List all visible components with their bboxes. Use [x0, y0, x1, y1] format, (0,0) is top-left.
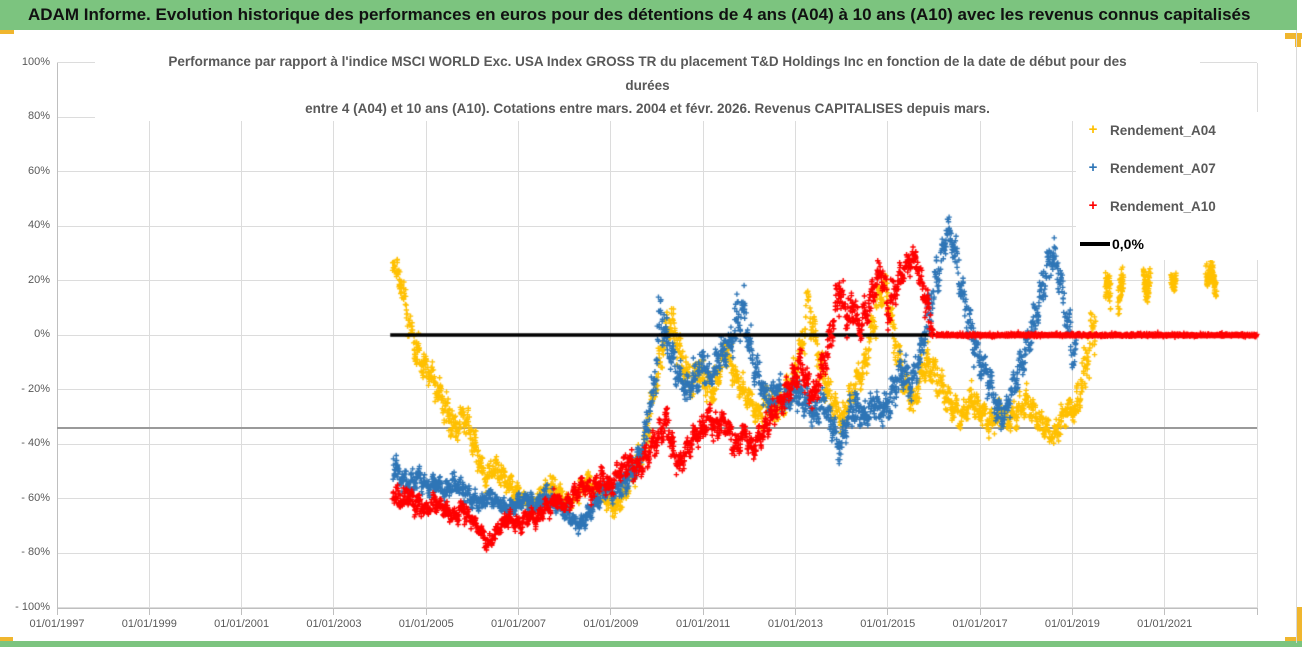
- chart-title-line1: Performance par rapport à l'indice MSCI …: [168, 54, 1127, 69]
- legend-entry-a10: + Rendement_A10: [1076, 196, 1264, 216]
- chart-title: Performance par rapport à l'indice MSCI …: [95, 50, 1200, 121]
- legend-entry-zero-line: 0,0%: [1076, 234, 1264, 254]
- zero-line-swatch: [1080, 242, 1110, 246]
- plus-marker-icon: +: [1088, 197, 1098, 214]
- legend[interactable]: + Rendement_A04 + Rendement_A07 + Rendem…: [1076, 112, 1264, 260]
- legend-label: Rendement_A10: [1110, 198, 1216, 214]
- legend-entry-a07: + Rendement_A07: [1076, 158, 1264, 178]
- legend-label: Rendement_A07: [1110, 160, 1216, 176]
- legend-label: Rendement_A04: [1110, 122, 1216, 138]
- chart-title-line2: durées: [625, 77, 670, 93]
- chart-title-line3: entre 4 (A04) et 10 ans (A10). Cotations…: [305, 101, 990, 116]
- plus-marker-icon: +: [1088, 121, 1098, 138]
- legend-entry-a04: + Rendement_A04: [1076, 120, 1264, 140]
- legend-label: 0,0%: [1112, 236, 1144, 252]
- plus-marker-icon: +: [1088, 159, 1098, 176]
